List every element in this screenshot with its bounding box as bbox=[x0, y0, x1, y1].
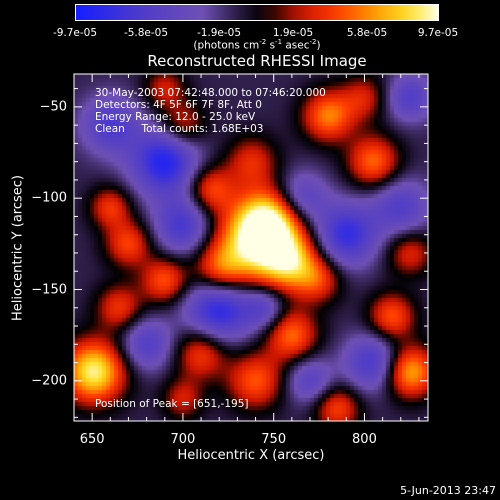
x-tick-label: 700 bbox=[170, 432, 196, 447]
colorbar-tick-label: -1.9e-05 bbox=[196, 27, 242, 39]
y-tick-label: −200 bbox=[31, 373, 67, 389]
colorbar-tick-label: 1.9e-05 bbox=[272, 27, 314, 39]
colorbar-tick-label: -5.8e-05 bbox=[123, 27, 169, 39]
colorbar-tick-label: 9.7e-05 bbox=[417, 27, 459, 39]
detectors-text: Detectors: 4F 5F 6F 7F 8F, Att 0 bbox=[95, 99, 262, 111]
x-tick-label: 750 bbox=[261, 432, 287, 447]
chart-title: Reconstructed RHESSI Image bbox=[147, 52, 367, 70]
energy-range-text: Energy Range: 12.0 - 25.0 keV bbox=[95, 111, 256, 123]
x-tick-label: 800 bbox=[352, 432, 377, 447]
colorbar-tick-label: 5.8e-05 bbox=[346, 27, 388, 39]
x-tick-label: 650 bbox=[79, 432, 105, 447]
peak-position-text: Position of Peak = [651,-195] bbox=[95, 398, 249, 410]
clean-counts-text: Clean Total counts: 1.68E+03 bbox=[95, 123, 264, 135]
timestamp: 5-Jun-2013 23:47 bbox=[400, 484, 496, 497]
y-axis-label: Heliocentric Y (arcsec) bbox=[10, 175, 26, 321]
colorbar bbox=[75, 4, 439, 21]
colorbar-units: (photons cm-2 s-1 asec-2) bbox=[193, 38, 321, 52]
time-range-text: 30-May-2003 07:42:48.000 to 07:46:20.000 bbox=[95, 87, 326, 99]
colorbar-tick-label: -9.7e-05 bbox=[52, 27, 98, 39]
y-tick-label: −50 bbox=[39, 99, 67, 115]
colorbar-gradient bbox=[76, 5, 438, 20]
y-tick-label: −100 bbox=[31, 190, 67, 206]
x-axis-label: Heliocentric X (arcsec) bbox=[177, 448, 325, 463]
y-tick-label: −150 bbox=[31, 282, 67, 297]
